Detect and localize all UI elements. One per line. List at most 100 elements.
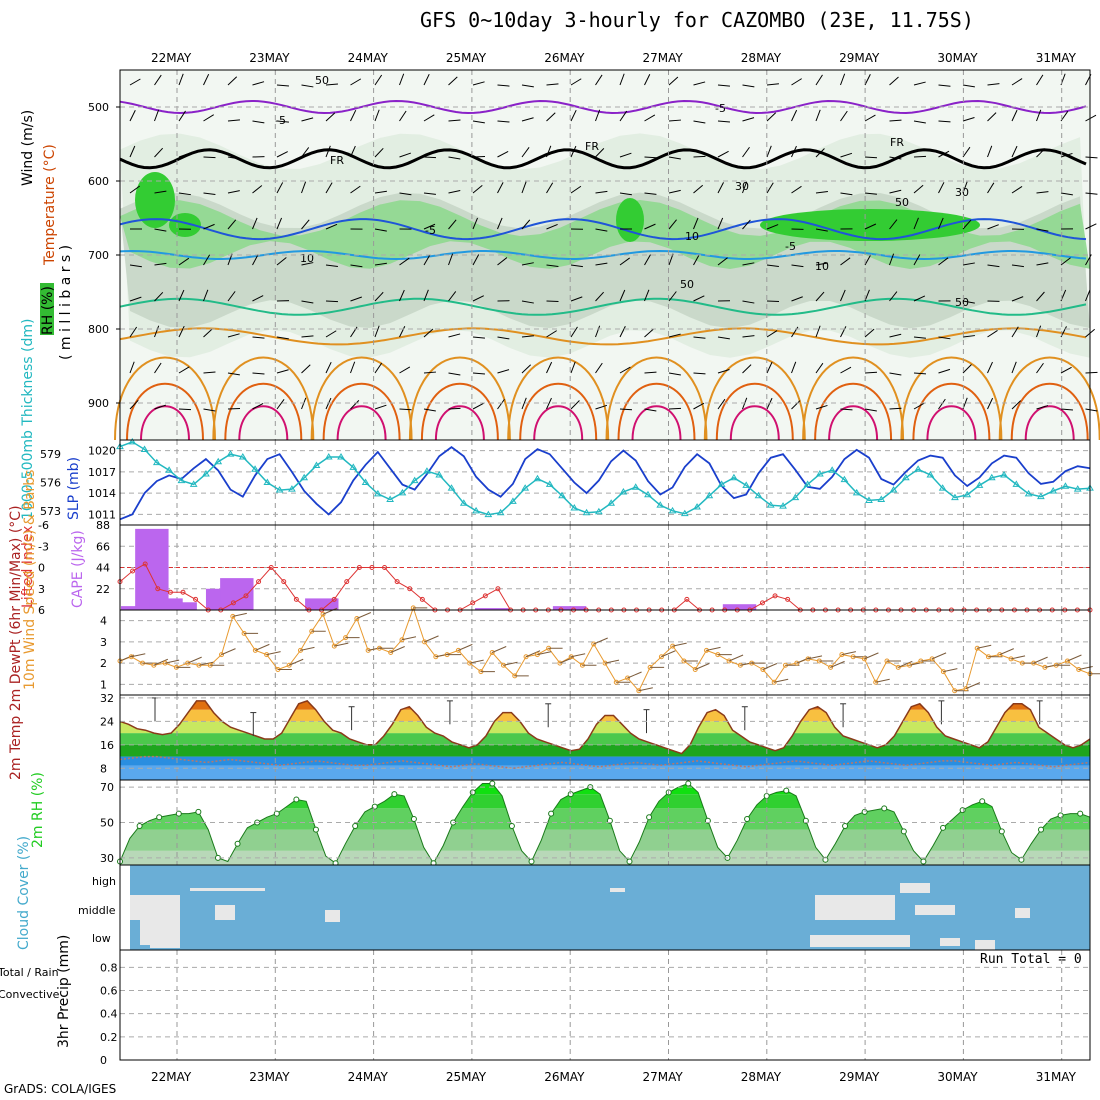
thickness-marker [1049,487,1058,494]
temperature-contour-warm [1010,382,1089,441]
wind-speed-marker [929,656,935,662]
surface-wind-barb [255,643,270,651]
lifted-index-marker [180,589,186,595]
thickness-marker [803,480,812,487]
wind-barb [521,84,534,88]
wind-barb [693,155,706,158]
temperature-contour-warm [408,356,511,441]
wind-speed-marker [286,662,292,668]
surface-wind-barb [288,658,304,666]
wind-barb [1060,366,1072,374]
precip-tick-label: 0.8 [100,961,118,974]
rh-band [120,850,1090,865]
rh-marker [312,826,319,833]
precip-axis-label: 3hr Precip (mm) [56,934,72,1048]
wind-barb [301,262,314,266]
wind-barb [252,81,265,86]
cloud-block [215,905,235,920]
contour-label: 50 [680,278,694,291]
cloud-axis-label: Cloud Cover (%) [16,835,32,950]
thickness-marker [852,488,861,496]
thickness-marker [533,474,542,482]
wind-barb [1036,291,1045,302]
wind-barb [276,120,289,123]
surface-wind-barb [706,646,721,651]
thickness-marker [914,465,922,472]
wind-barb [448,156,461,160]
contour-label: -5 [275,114,286,127]
wind-barb [717,182,724,194]
wind-barb [546,223,558,230]
wind-barb [717,84,730,87]
wind-barb [1060,408,1074,411]
wind-barb [521,262,534,266]
lifted-index-tick-label: -6 [38,519,49,532]
wind-barb [864,192,877,195]
wind-barb [889,333,902,338]
wind-barb [840,257,851,266]
surface-wind-barb [525,650,541,658]
wind-barb [374,325,380,338]
wind-barb [1036,191,1049,194]
wind-barb [399,366,411,374]
rh-tick-label: 30 [100,852,114,865]
date-label-top: 23MAY [249,51,290,65]
wind-barb [570,326,578,338]
thickness-marker [386,495,395,502]
wind-barb [1060,257,1071,266]
wind-barb [987,264,1000,268]
wind-barb [791,145,797,158]
rh-tick-label: 70 [100,781,114,794]
lifted-index-marker [281,579,287,585]
wind-barb [938,398,946,410]
thickness-marker [202,470,210,477]
wind-barb [693,184,704,194]
wind-barb [889,189,902,194]
wind-barb [521,147,530,158]
wind-barb [350,361,356,374]
wind-barb [962,84,975,88]
wind-barb [815,228,828,232]
lifted-index-marker [230,600,236,606]
thickness-marker [128,437,137,445]
surface-wind-barb [661,650,676,658]
contour-label: 30 [955,186,969,199]
temperature-contour-warm [1024,405,1075,441]
wind-barb [668,219,677,230]
grads-credit: GrADS: COLA/IGES [4,1082,117,1096]
wind-barb [203,254,211,266]
wind-barb [619,326,626,338]
wind-barb [766,83,779,86]
wind-barb [129,78,141,86]
wind-barb [350,78,362,86]
wind-barb [325,397,332,410]
wind-barb [595,190,608,194]
wind-barb [325,300,339,303]
surface-wind-barb [187,656,202,664]
wind-barb [619,110,628,122]
cape-tick-label: 88 [96,519,110,532]
lifted-index-marker [482,593,488,599]
wind-barb [497,336,510,340]
wind-barb [497,369,510,374]
wind-barb [1085,156,1098,159]
thickness-marker [644,490,652,498]
thickness-marker [226,450,235,457]
wind-barb [766,145,772,158]
thickness-marker [766,501,775,508]
wind-barb [815,404,828,410]
thickness-marker [263,478,272,485]
rh-marker [489,780,496,787]
thickness-marker [877,495,886,502]
wind-barb [472,372,486,375]
wind-barb [154,362,162,374]
wind-barb [497,398,505,410]
thickness-marker [361,478,370,485]
temperature-contour-warm [310,356,413,441]
wind-axis-label: Wind (m/s) [20,109,36,186]
wind-barb [889,119,902,122]
lifted-index-marker [382,565,388,570]
wind-barb [374,228,387,232]
rh-marker [900,828,907,835]
rh-marker [528,858,535,865]
